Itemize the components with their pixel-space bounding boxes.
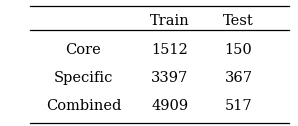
Text: Combined: Combined — [46, 99, 121, 113]
Text: 1512: 1512 — [151, 43, 188, 57]
Text: Test: Test — [223, 14, 254, 28]
Text: 367: 367 — [224, 71, 252, 85]
Text: 3397: 3397 — [151, 71, 188, 85]
Text: Train: Train — [150, 14, 190, 28]
Text: Core: Core — [66, 43, 101, 57]
Text: 150: 150 — [224, 43, 252, 57]
Text: 517: 517 — [225, 99, 252, 113]
Text: Specific: Specific — [54, 71, 113, 85]
Text: 4909: 4909 — [151, 99, 188, 113]
